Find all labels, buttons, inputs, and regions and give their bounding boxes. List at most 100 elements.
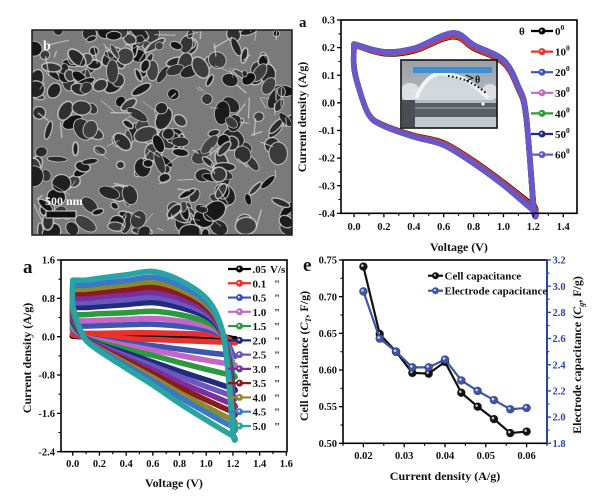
series-line bbox=[362, 291, 527, 411]
sem-pore bbox=[155, 101, 168, 115]
y2-tick-label: 2.0 bbox=[553, 413, 566, 424]
y2-tick-label: 2.8 bbox=[553, 308, 566, 319]
y-tick-label: -0.2 bbox=[318, 154, 335, 165]
axis-title-symbol: C bbox=[297, 321, 311, 330]
sem-pore bbox=[178, 223, 203, 235]
data-point-highlight bbox=[393, 349, 397, 352]
y-tick-label: 0.75 bbox=[319, 256, 337, 267]
sem-fiber bbox=[79, 84, 83, 91]
data-point-highlight bbox=[361, 264, 364, 267]
sem-fiber bbox=[176, 178, 194, 181]
data-point bbox=[522, 403, 531, 413]
sem-pore bbox=[85, 35, 97, 43]
y-tick-label: 1.6 bbox=[42, 256, 55, 267]
legend-item: 3.5 " bbox=[228, 378, 280, 390]
sem-pore bbox=[98, 185, 121, 200]
inset-angle-label: θ bbox=[475, 75, 480, 86]
data-point-highlight bbox=[426, 371, 429, 374]
sem-fiber bbox=[113, 182, 129, 188]
legend-rate-label: 0.1 bbox=[253, 278, 267, 290]
sem-fiber bbox=[239, 121, 250, 124]
legend-title: θ bbox=[519, 26, 525, 38]
sem-fiber bbox=[103, 43, 117, 58]
sem-pore bbox=[46, 155, 68, 163]
sem-pore bbox=[191, 56, 210, 79]
sem-pore bbox=[216, 140, 232, 157]
legend-marker-highlight bbox=[237, 324, 240, 327]
sem-pore bbox=[116, 47, 135, 66]
sem-fiber bbox=[142, 101, 160, 115]
sem-fiber bbox=[218, 187, 229, 205]
axes: 0.0 0.2 0.4 0.6 0.8 1.0 1.2 1.4 -0.4 -0.3 -0.2 -0.1… bbox=[318, 16, 578, 254]
legend-rate-label: 3.0 bbox=[253, 364, 267, 376]
x-tick-label: 0.0 bbox=[66, 459, 79, 470]
x-tick-label: 0.6 bbox=[437, 222, 450, 233]
sem-pore bbox=[214, 183, 228, 200]
sem-fiber bbox=[198, 225, 201, 235]
legend-rate-label: 1.0 bbox=[253, 307, 267, 319]
data-point bbox=[424, 363, 433, 372]
x-tick-label: 1.0 bbox=[200, 459, 213, 470]
sem-pore bbox=[201, 93, 213, 105]
legend-item: 1.5 " bbox=[228, 321, 280, 333]
axis-title-text: Electrode capacitance ( bbox=[570, 315, 584, 434]
sem-fiber bbox=[263, 54, 277, 72]
axis-title-text: , F/g) bbox=[297, 291, 311, 318]
axes: 0.0 0.2 0.4 0.6 0.8 1.0 1.2 1.4 1.6 -2.4 -1.6 -0.8 0… bbox=[38, 256, 293, 490]
legend-label-value: 50 bbox=[555, 129, 567, 141]
sem-pore bbox=[161, 127, 175, 141]
legend: Cell capacitance Electrode capacitance bbox=[428, 271, 547, 298]
y-tick-label: -0.8 bbox=[38, 371, 55, 382]
sem-pore bbox=[113, 132, 132, 152]
y-tick-label: 0.3 bbox=[322, 16, 335, 27]
y-tick-label: -2.4 bbox=[38, 447, 55, 458]
sem-pore bbox=[82, 119, 99, 139]
x-tick-label: 0.02 bbox=[354, 451, 372, 462]
sem-fiber bbox=[170, 92, 177, 99]
data-point bbox=[408, 363, 417, 372]
sem-pore bbox=[32, 80, 46, 99]
sem-fiber bbox=[59, 122, 63, 139]
legend-marker-highlight bbox=[237, 310, 240, 313]
sem-pore bbox=[167, 88, 180, 100]
sem-fiber bbox=[138, 44, 151, 62]
sem-fiber bbox=[259, 97, 267, 109]
sem-pore bbox=[115, 160, 126, 170]
inset-left-block bbox=[402, 100, 415, 127]
sem-pore bbox=[142, 158, 154, 169]
data-point bbox=[505, 428, 515, 438]
sem-pore bbox=[241, 69, 248, 78]
sem-pore bbox=[200, 134, 219, 155]
sem-fiber bbox=[255, 209, 263, 229]
sem-fiber bbox=[247, 97, 251, 119]
x-tick-label: 1.0 bbox=[497, 222, 510, 233]
data-point-highlight bbox=[491, 416, 495, 420]
data-point bbox=[505, 404, 515, 414]
sem-fiber bbox=[192, 149, 200, 155]
y-tick-label: -0.4 bbox=[318, 209, 335, 220]
sem-pore bbox=[139, 58, 151, 73]
inset-reference-bar bbox=[413, 67, 492, 73]
sem-pore bbox=[154, 41, 164, 51]
legend-item: Cell capacitance bbox=[428, 271, 521, 283]
data-point-highlight bbox=[475, 404, 478, 407]
legend-item: 00 bbox=[531, 23, 565, 38]
sem-fiber bbox=[53, 50, 58, 58]
sem-fiber bbox=[214, 65, 234, 74]
series-line-60-deg bbox=[350, 30, 539, 220]
data-point bbox=[359, 287, 368, 296]
legend-unit-label: " bbox=[274, 350, 280, 362]
sem-fiber bbox=[205, 214, 222, 227]
sem-fiber bbox=[142, 150, 151, 161]
sem-pore bbox=[105, 59, 119, 84]
legend-label: 500 bbox=[555, 126, 570, 141]
sem-pore bbox=[71, 141, 80, 157]
y-tick-label: 0.70 bbox=[319, 292, 337, 303]
sem-pore bbox=[92, 78, 109, 93]
legend-label: 600 bbox=[555, 147, 570, 162]
sem-pore bbox=[261, 77, 277, 95]
legend-unit-label: " bbox=[274, 392, 280, 404]
y2-tick-label: 2.6 bbox=[553, 334, 566, 345]
legend-unit-label: " bbox=[274, 407, 280, 419]
legend-item: 100 bbox=[531, 44, 570, 59]
